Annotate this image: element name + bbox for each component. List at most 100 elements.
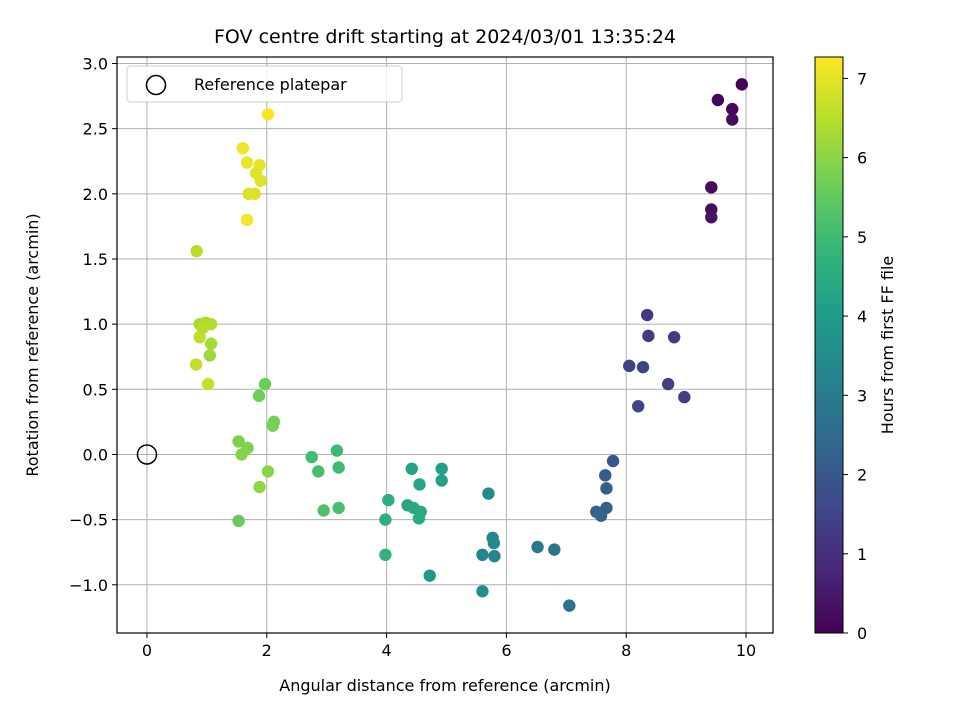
plot-area-frame [116, 56, 774, 634]
x-tick-label: 8 [621, 641, 631, 660]
colorbar-tick-label: 1 [857, 545, 867, 564]
data-point [236, 142, 250, 155]
data-point [735, 78, 749, 91]
data-point [189, 358, 203, 371]
data-point [193, 330, 206, 344]
data-point [726, 113, 739, 126]
y-tick-label: 2.5 [83, 120, 108, 139]
data-point [203, 349, 217, 362]
data-point [332, 461, 345, 474]
y-tick-label: 1.0 [83, 315, 108, 334]
data-point [232, 514, 245, 528]
data-point [667, 330, 681, 344]
data-point [594, 509, 608, 522]
data-point [253, 480, 266, 494]
data-point [435, 474, 448, 487]
y-axis-ticks: −1.0 −0.5 0.0 0.5 1.0 1.5 2.0 2.5 3.0 [69, 55, 117, 595]
reference-marker [136, 444, 158, 465]
legend: Reference platepar [126, 65, 403, 103]
colorbar-gradient [814, 56, 844, 634]
data-point [435, 462, 448, 476]
data-point [379, 513, 392, 526]
colorbar-tick-label: 4 [857, 307, 867, 326]
data-point [201, 377, 215, 391]
data-point [476, 585, 489, 598]
chart-title: FOV centre drift starting at 2024/03/01 … [214, 26, 676, 48]
data-point [261, 108, 275, 121]
data-point [476, 548, 489, 562]
data-point [258, 377, 272, 391]
data-point [606, 454, 620, 468]
data-point [266, 419, 279, 432]
y-tick-label: 0.0 [83, 445, 108, 464]
data-point [261, 465, 275, 478]
data-point [678, 390, 691, 404]
data-point [661, 377, 675, 391]
colorbar-tick-label: 7 [857, 69, 867, 88]
y-tick-label: 3.0 [83, 55, 108, 74]
colorbar-ticks: 0 1 2 3 4 5 6 7 [843, 69, 867, 643]
y-tick-label: 2.0 [83, 185, 108, 204]
data-point [705, 181, 718, 194]
grid-lines [117, 57, 773, 633]
data-point [548, 543, 561, 556]
data-point [726, 102, 739, 116]
data-point [487, 536, 501, 550]
data-point [482, 487, 495, 500]
y-tick-label: 0.5 [83, 380, 108, 399]
data-point [332, 501, 345, 515]
data-point [413, 478, 426, 491]
data-point [190, 244, 203, 258]
data-point [232, 435, 245, 448]
data-point [623, 359, 636, 373]
data-point [382, 493, 395, 507]
data-point [563, 599, 576, 612]
colorbar-tick-label: 3 [857, 386, 867, 405]
data-point [305, 450, 318, 464]
data-point [705, 211, 718, 224]
colorbar-label: Hours from first FF file [878, 256, 897, 435]
colorbar: 0 1 2 3 4 5 6 7 Hours from first FF file [814, 56, 897, 643]
data-point [317, 504, 330, 517]
data-point [379, 548, 392, 562]
x-tick-label: 6 [501, 641, 511, 660]
data-point [412, 512, 426, 525]
x-tick-label: 0 [142, 641, 152, 660]
data-point [711, 93, 725, 107]
data-point [640, 308, 654, 322]
data-point [642, 329, 655, 343]
y-tick-label: −1.0 [69, 576, 108, 595]
y-axis-label: Rotation from reference (arcmin) [23, 213, 42, 476]
colorbar-tick-label: 2 [857, 466, 867, 485]
x-axis-ticks: 0 2 4 6 8 10 [142, 633, 756, 660]
colorbar-tick-label: 0 [857, 624, 867, 643]
data-point [405, 462, 418, 476]
colorbar-tick-label: 6 [857, 149, 867, 168]
colorbar-tick-label: 5 [857, 228, 867, 247]
data-point [252, 389, 266, 403]
x-tick-label: 10 [736, 641, 756, 660]
data-point [600, 482, 613, 495]
reference-platepar-marker [136, 444, 158, 465]
data-point [240, 156, 254, 169]
legend-entry-reference: Reference platepar [194, 75, 347, 94]
x-tick-label: 2 [262, 641, 272, 660]
data-point [636, 360, 650, 374]
data-point [235, 448, 248, 461]
data-point [254, 174, 267, 188]
data-point [240, 213, 254, 227]
data-point [632, 400, 645, 413]
x-tick-label: 4 [381, 641, 391, 660]
legend-box [126, 65, 403, 103]
y-tick-label: −0.5 [69, 511, 108, 530]
y-tick-label: 1.5 [83, 250, 108, 269]
x-axis-label: Angular distance from reference (arcmin) [279, 676, 610, 695]
data-point [423, 569, 436, 582]
data-point [248, 187, 261, 201]
data-point [312, 465, 325, 478]
data-point [204, 337, 218, 350]
data-points [189, 78, 749, 612]
legend-reference-marker [145, 74, 167, 96]
data-point [488, 549, 501, 563]
